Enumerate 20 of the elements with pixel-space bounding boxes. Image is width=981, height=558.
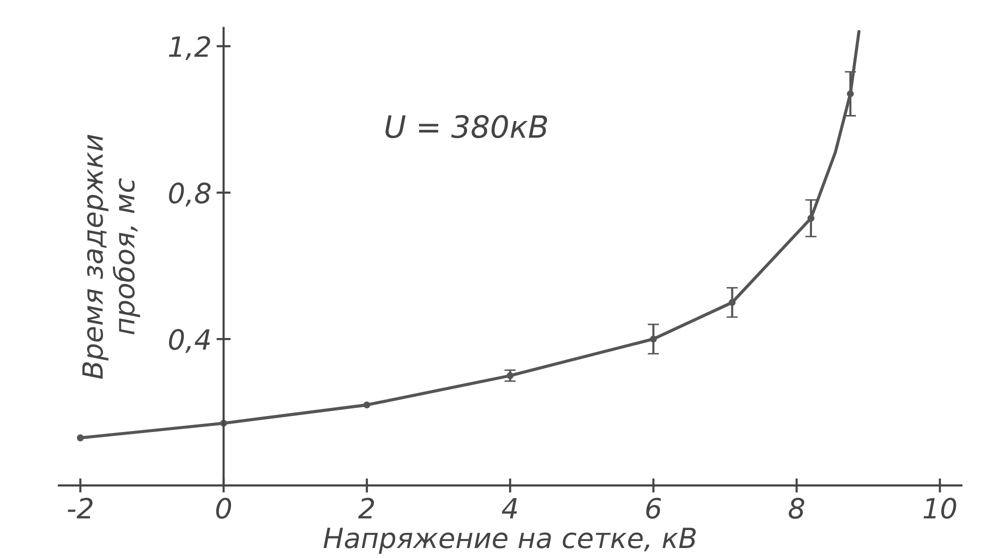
point xyxy=(846,90,854,98)
x-tick-label: 10 xyxy=(924,498,956,519)
y-tick-label: 0,8 xyxy=(169,182,211,206)
annotation: U = 380кВ xyxy=(386,115,548,138)
x-tick-label: 6 xyxy=(646,498,661,519)
x-tick-label: 4 xyxy=(502,498,517,518)
x-axis-title: Напряжение на сетке, кВ xyxy=(324,528,696,554)
point xyxy=(728,298,736,306)
point xyxy=(506,372,514,380)
x-tick-label: 8 xyxy=(788,498,804,519)
x-tick-label: -2 xyxy=(68,498,92,518)
point xyxy=(76,434,84,442)
y-axis-title: Время задержки пробоя, мс xyxy=(82,134,140,379)
y-tick-label: 0,4 xyxy=(169,328,210,353)
x-tick-label: 0 xyxy=(216,498,232,519)
point xyxy=(807,214,814,222)
point xyxy=(650,336,657,343)
point xyxy=(363,401,370,408)
x-tick-label: 2 xyxy=(358,498,374,518)
y-tick-label: 1,2 xyxy=(168,36,210,60)
